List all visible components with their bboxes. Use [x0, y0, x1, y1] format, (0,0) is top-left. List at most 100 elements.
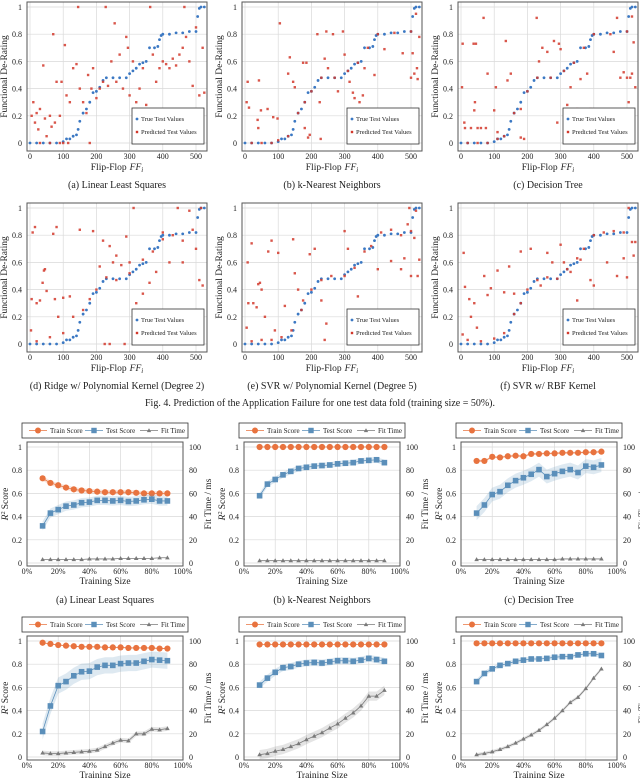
true-point [371, 45, 375, 48]
predicted-point [602, 231, 605, 234]
test-score-point [327, 462, 333, 468]
fit-time-point [552, 557, 557, 562]
fit-time-point [343, 558, 348, 563]
predicted-point [463, 126, 467, 130]
predicted-point [627, 206, 630, 210]
fit-time-point [94, 747, 100, 752]
y-tick-label: 0 [18, 139, 22, 148]
legend-predicted-marker [135, 331, 139, 335]
test-score-point [125, 498, 132, 505]
predicted-point [409, 229, 413, 233]
x-tick-label: 60% [330, 567, 345, 576]
fit-time-point [133, 555, 139, 560]
train-score-point [350, 443, 357, 451]
test-score-point [117, 660, 124, 667]
true-point [559, 72, 562, 76]
train-score-point [520, 453, 527, 460]
y-tick-label: 0 [449, 340, 453, 349]
y-tick-label: 0.2 [12, 536, 22, 545]
legend: True Test Values Predicted Test Values [131, 308, 205, 346]
predicted-point [622, 231, 625, 234]
train-score-point [125, 489, 132, 496]
legend-test-marker [525, 621, 531, 628]
test-score-point [141, 658, 147, 665]
predicted-point [605, 261, 609, 264]
test-score-point [149, 656, 155, 663]
x-tick-label: 40% [516, 567, 531, 576]
predicted-point [476, 126, 479, 130]
predicted-point [310, 90, 313, 93]
test-score-point [497, 488, 503, 495]
true-point [326, 277, 330, 281]
predicted-point [585, 72, 589, 75]
train-score-point [574, 449, 582, 456]
true-point [555, 76, 559, 80]
y2-tick-label: 40 [189, 707, 197, 716]
x-tick-label: 200 [305, 152, 317, 161]
predicted-point [123, 342, 126, 346]
predicted-point [484, 126, 488, 130]
fit-time-point [583, 686, 589, 691]
true-point [414, 206, 418, 210]
y-tick-label: 1 [235, 637, 239, 646]
predicted-point [373, 73, 376, 77]
train-score-point [512, 452, 519, 459]
y2-tick-label: 80 [189, 466, 197, 475]
true-point [519, 100, 523, 104]
true-point [156, 246, 160, 249]
y-axis-label-var: R [1, 708, 11, 715]
y2-tick-label: 0 [189, 559, 193, 568]
x-tick-label: 80% [578, 761, 593, 770]
fit-time-point [63, 557, 69, 562]
test-score-point [164, 657, 171, 664]
true-point [250, 342, 254, 346]
legend-test-marker [525, 427, 531, 434]
legend-train-marker [469, 427, 475, 434]
fit-time-point [311, 733, 317, 738]
true-point [158, 38, 161, 42]
test-score-point [102, 497, 108, 504]
x-tick-label: 60% [547, 567, 562, 576]
true-point [134, 267, 138, 271]
true-point [313, 85, 317, 89]
predicted-point [257, 79, 261, 82]
train-score-point [373, 443, 380, 451]
std-band [259, 654, 385, 689]
y-tick-label: 0 [233, 139, 237, 148]
train-score-point [582, 640, 589, 647]
fit-time-point [40, 557, 45, 562]
predicted-point [101, 239, 105, 242]
true-point [61, 341, 65, 345]
predicted-point [473, 101, 477, 104]
test-score-point [78, 499, 85, 506]
x-tick-label: 100% [174, 567, 193, 576]
predicted-point [569, 270, 572, 274]
predicted-point [482, 16, 485, 20]
predicted-point [183, 5, 186, 9]
test-score-point [280, 472, 286, 478]
train-score-point [489, 453, 496, 460]
true-point [349, 66, 353, 70]
predicted-point [415, 67, 419, 70]
train-score-point [473, 640, 480, 647]
predicted-point [343, 229, 346, 233]
train-score-point [535, 450, 543, 458]
x-tick-label: 200 [90, 152, 102, 161]
x-tick-label: 80% [578, 567, 593, 576]
true-point [168, 32, 171, 36]
true-point [293, 119, 297, 123]
y-tick-label: 1 [235, 443, 239, 452]
true-point [472, 342, 476, 346]
predicted-point [81, 101, 85, 104]
y-tick-label: 0.8 [446, 660, 456, 669]
train-score-point [55, 482, 62, 489]
true-point [111, 277, 115, 281]
train-score-point [357, 641, 365, 648]
test-score-point [272, 476, 278, 483]
predicted-point [630, 15, 634, 18]
test-score-point [598, 652, 605, 659]
train-score-point [342, 641, 349, 648]
plot-frame [243, 441, 401, 567]
true-point [104, 76, 108, 80]
predicted-point [479, 340, 483, 343]
